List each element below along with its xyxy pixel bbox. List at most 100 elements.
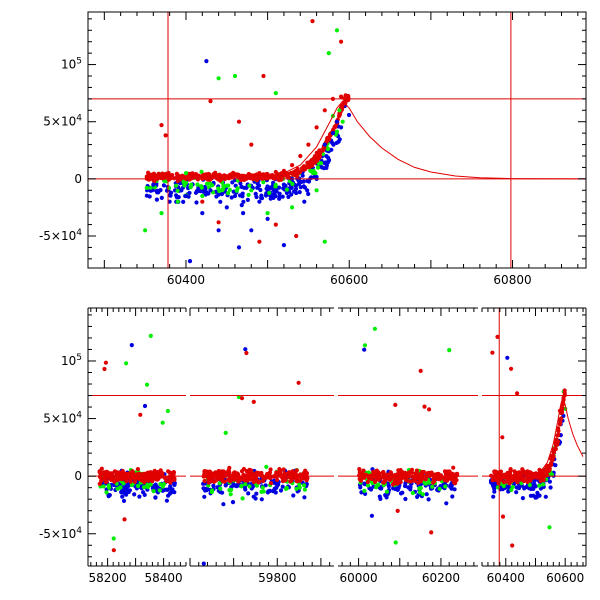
bottom-red-cloud-point <box>429 530 434 535</box>
bottom-red-cloud-point <box>99 478 104 484</box>
bottom-green-cloud-point <box>101 484 106 489</box>
bottom-red-cloud-point <box>152 470 157 475</box>
top-red-cloud-point <box>312 158 317 163</box>
bottom-y-tick-label: 0 <box>74 469 82 483</box>
bottom-red-cloud-point <box>516 477 522 482</box>
top-green-series-point <box>200 193 205 199</box>
top-green-cloud-point <box>226 191 231 196</box>
top-red-cloud-point <box>213 170 218 175</box>
top-red-cloud-point <box>337 114 342 119</box>
top-green-series-point <box>143 228 148 233</box>
bottom-red-cloud-point <box>409 470 415 475</box>
bottom-red-cloud-point <box>278 469 283 474</box>
bottom-green-cloud-point <box>297 485 302 490</box>
top-blue-cloud-point <box>187 190 192 196</box>
bottom-red-cloud-point <box>395 508 400 513</box>
bottom-blue-cloud-point <box>291 493 296 498</box>
top-blue-series-point <box>236 245 242 250</box>
top-blue-cloud-point <box>276 185 282 190</box>
bottom-red-cloud-point <box>227 465 232 470</box>
top-red-series-point <box>273 222 278 227</box>
bottom-red-cloud-point <box>451 465 456 470</box>
bottom-red-cloud-point <box>135 467 140 472</box>
bottom-red-cloud-point <box>396 479 401 484</box>
top-blue-cloud-point <box>322 161 327 166</box>
bottom-blue-cloud-point <box>121 498 127 503</box>
top-blue-series-point <box>330 131 335 136</box>
bottom-green-cloud-point <box>151 489 156 494</box>
bottom-green-cloud-point <box>365 483 371 488</box>
bottom-blue-cloud-point <box>243 347 248 352</box>
top-red-cloud-point <box>254 173 260 178</box>
bottom-blue-cloud-point <box>426 497 431 502</box>
bottom-red-cloud-point <box>164 479 169 484</box>
bottom-blue-cloud-point <box>406 485 411 490</box>
top-red-series-point <box>155 175 160 180</box>
bottom-green-cloud-point <box>393 540 398 545</box>
top-red-cloud-point <box>196 173 202 178</box>
bottom-red-cloud-point <box>206 476 211 481</box>
bottom-green-cloud-point <box>210 488 215 493</box>
bottom-segment-3: 60400 60600 <box>481 307 587 585</box>
top-red-series-point <box>216 220 221 225</box>
top-red-series-point <box>310 19 315 24</box>
bottom-red-cloud-point <box>287 470 292 475</box>
bottom-blue-cloud-point <box>532 481 537 486</box>
bottom-red-cloud-point <box>445 478 450 483</box>
top-blue-cloud-point <box>331 142 336 147</box>
top-blue-cloud-point <box>277 191 282 196</box>
top-blue-cloud-point <box>305 188 310 193</box>
bottom-y-tick-label-exponent: 5 <box>76 353 82 363</box>
top-green-series-point <box>273 91 278 96</box>
top-green-series-point <box>326 51 331 56</box>
top-blue-series-point <box>322 142 327 147</box>
bottom-blue-cloud-point <box>120 494 125 499</box>
bottom-green-cloud-point <box>410 490 415 496</box>
bottom-red-cloud-point <box>275 477 280 482</box>
bottom-blue-cloud-point <box>548 485 553 490</box>
top-red-cloud-point <box>308 162 313 167</box>
bottom-blue-cloud-point <box>398 491 404 496</box>
top-red-series-point <box>249 142 254 147</box>
bottom-green-cloud-point <box>217 481 222 486</box>
bottom-green-cloud-point <box>509 487 514 492</box>
bottom-blue-cloud-point <box>450 494 455 499</box>
top-red-series-point <box>200 199 205 204</box>
top-red-series-point <box>192 174 197 179</box>
bottom-green-cloud-point <box>260 485 265 490</box>
top-red-series-point <box>261 73 266 79</box>
top-blue-cloud-point <box>203 187 208 192</box>
top-green-cloud-point <box>148 185 153 190</box>
bottom-red-cloud-point <box>531 471 536 477</box>
bottom-red-cloud-point <box>419 471 424 476</box>
top-blue-series-point <box>216 228 221 233</box>
top-red-series-point <box>273 169 278 175</box>
top-blue-series-point <box>224 205 229 210</box>
bottom-blue-cloud-point <box>253 496 258 501</box>
bottom-blue-cloud-point <box>531 486 536 491</box>
top-blue-series-point <box>249 228 254 233</box>
top-frame <box>87 11 587 269</box>
top-green-series-point <box>159 211 164 216</box>
top-red-series-point <box>257 171 262 176</box>
bottom-green-cloud-point <box>283 486 289 491</box>
bottom-red-cloud-point <box>241 466 246 472</box>
top-blue-cloud-point <box>148 188 153 193</box>
bottom-red-cloud-point <box>523 472 529 477</box>
bottom-green-cloud-point <box>443 484 448 489</box>
top-blue-cloud-point <box>238 181 243 186</box>
bottom-red-cloud-point <box>111 548 116 553</box>
top-green-cloud-point <box>199 184 204 189</box>
top-green-cloud-point <box>189 182 194 187</box>
bottom-blue-cloud-point <box>203 488 208 493</box>
top-blue-series-point <box>257 199 262 204</box>
bottom-red-cloud-point <box>371 469 376 474</box>
top-green-series-point <box>337 108 342 113</box>
top-blue-cloud-point <box>305 178 310 184</box>
bottom-red-cloud-point <box>244 350 249 356</box>
bottom-red-cloud-point <box>160 471 165 476</box>
bottom-green-cloud-point <box>376 482 381 487</box>
top-blue-series-point <box>232 193 238 199</box>
top-green-cloud-point <box>199 169 204 174</box>
bottom-red-cloud-point <box>289 478 294 483</box>
